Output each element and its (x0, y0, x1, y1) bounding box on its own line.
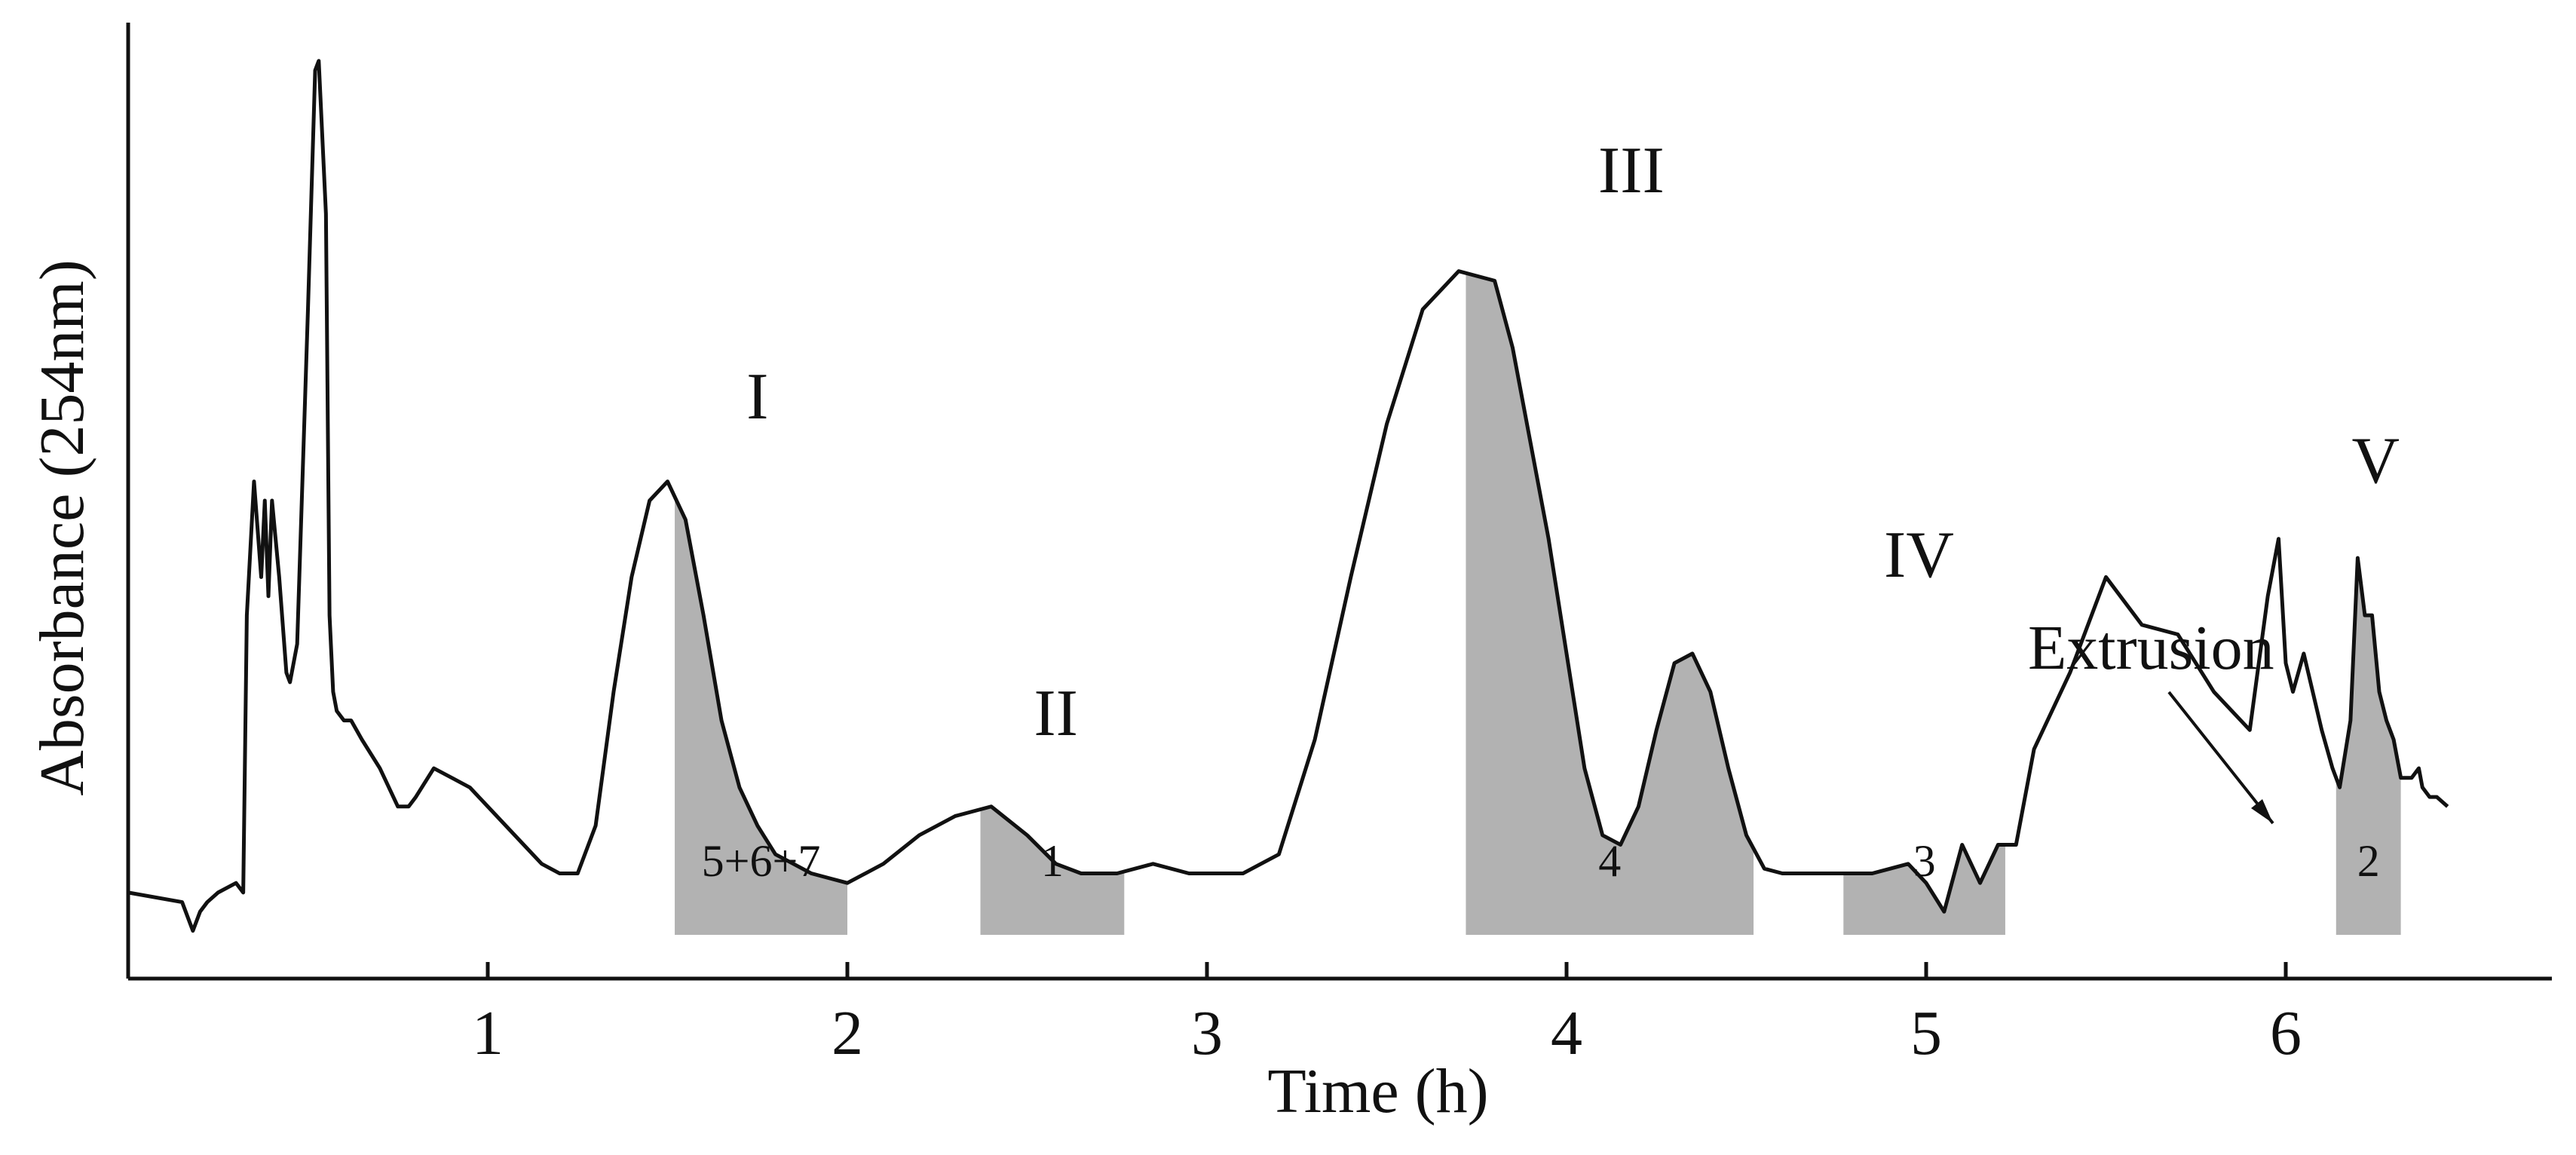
x-tick-label-6: 6 (2270, 998, 2302, 1068)
extrusion-annotation: Extrusion (2028, 613, 2274, 825)
fraction-region-5 (2336, 558, 2401, 935)
extrusion-arrowhead-icon (2251, 799, 2273, 823)
fraction-region-2 (980, 806, 1125, 935)
fraction-label-1: 5+6+7 (702, 836, 821, 886)
absorbance-trace (127, 59, 2449, 933)
peak-label-II: II (1034, 677, 1078, 750)
axes (126, 23, 2552, 981)
fraction-label-4: 3 (1913, 836, 1936, 886)
fraction-label-2: 1 (1041, 836, 1064, 886)
x-tick-label-5: 5 (1910, 998, 1942, 1068)
x-tick-label-4: 4 (1551, 998, 1582, 1068)
extrusion-label: Extrusion (2028, 613, 2274, 683)
peak-label-V: V (2351, 424, 2400, 498)
y-axis-label: Absorbance (254nm) (27, 259, 97, 795)
extrusion-arrow (2167, 691, 2274, 825)
fraction-regions (675, 273, 2401, 935)
x-tick-label-2: 2 (832, 998, 863, 1068)
fraction-region-4 (1843, 844, 2005, 935)
x-ticks: 1 2 3 4 5 6 (472, 962, 2302, 1068)
trace-layer (127, 59, 2449, 933)
peak-label-I: I (746, 360, 768, 434)
fraction-region-1 (675, 496, 847, 935)
fraction-region-3 (1466, 273, 1754, 935)
x-axis-label: Time (h) (1267, 1056, 1488, 1126)
x-tick-label-3: 3 (1191, 998, 1223, 1068)
x-tick-label-1: 1 (472, 998, 504, 1068)
fraction-label-5: 2 (2357, 836, 2380, 886)
peak-label-IV: IV (1884, 519, 1954, 592)
peak-label-III: III (1598, 134, 1665, 207)
fraction-label-3: 4 (1598, 836, 1621, 886)
